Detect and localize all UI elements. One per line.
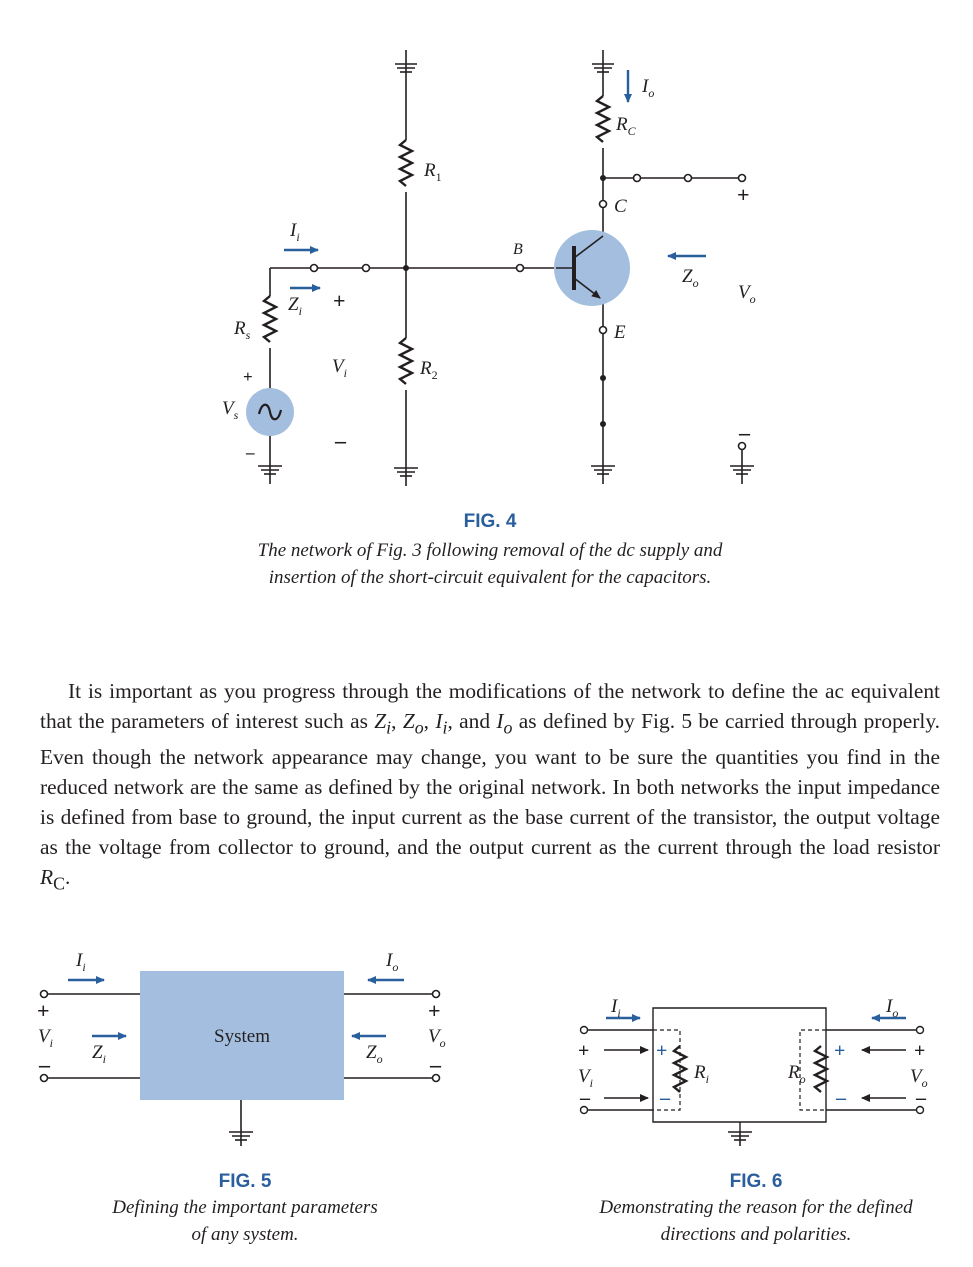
fig4-vi-plus: + xyxy=(333,288,346,313)
fig4-vs-minus: – xyxy=(245,443,255,462)
fig4-e-label: E xyxy=(613,322,626,343)
fig6-ii-label: Ii xyxy=(610,996,621,1020)
fig4-circuit: Io RC R1 R2 C B E Ii Zi Zo Vo Vi Rs Vs +… xyxy=(222,50,756,486)
fig6-vo-minus: – xyxy=(915,1087,927,1109)
fig5-zo-label: Zo xyxy=(366,1042,383,1066)
fig4-rs-label: Rs xyxy=(233,318,251,342)
fig5-vo-plus: + xyxy=(428,998,441,1023)
fig4-vi-minus: – xyxy=(334,428,347,453)
vcc-ground-top-left-icon xyxy=(395,50,417,76)
ri-resistor-icon xyxy=(671,1045,689,1093)
fig5-vi-plus: + xyxy=(37,998,50,1023)
fig4-vo-label: Vo xyxy=(738,282,756,306)
fig6-vi-plus: + xyxy=(578,1040,589,1062)
fig4-io-label: Io xyxy=(641,76,654,100)
fig5-label: FIG. 5 xyxy=(218,1171,272,1192)
ro-resistor-icon xyxy=(812,1045,830,1093)
fig4-caption-block: FIG. 4 The network of Fig. 3 following r… xyxy=(240,510,740,591)
fig4-vi-label: Vi xyxy=(332,356,347,380)
fig6-caption-line2: directions and polarities. xyxy=(660,1224,852,1245)
fig4-zo-label: Zo xyxy=(682,266,699,290)
npn-transistor-icon xyxy=(554,230,630,306)
fig6-vo-label: Vo xyxy=(910,1066,928,1090)
fig5-caption-block: FIG. 5 Defining the important parameters… xyxy=(60,1170,430,1248)
fig5-vo-label: Vo xyxy=(428,1026,446,1050)
fig6-caption-line1: Demonstrating the reason for the defined xyxy=(599,1197,913,1218)
fig5-io-label: Io xyxy=(385,950,398,974)
fig6-ro-label: Ro xyxy=(787,1062,806,1086)
fig4-c-label: C xyxy=(614,196,627,217)
fig6-ro-plus: + xyxy=(834,1040,845,1062)
ground-vs-icon xyxy=(258,462,282,484)
ac-source-icon xyxy=(246,388,294,436)
fig4-r1-label: R1 xyxy=(423,160,442,184)
fig6-ri-minus: – xyxy=(659,1087,671,1109)
fig4-r2-label: R2 xyxy=(419,358,438,382)
body-paragraph: It is important as you progress through … xyxy=(40,679,940,894)
vcc-ground-top-right-icon xyxy=(592,50,614,76)
fig4-label: FIG. 4 xyxy=(463,511,517,532)
system-label: System xyxy=(214,1026,270,1047)
ground-emitter-icon xyxy=(591,462,615,484)
fig4-vo-plus: + xyxy=(737,182,750,207)
fig5-ii-label: Ii xyxy=(75,950,86,974)
rs-resistor-icon xyxy=(261,295,279,343)
fig4-caption: The network of Fig. 3 following removal … xyxy=(257,540,723,588)
fig6-vi-minus: – xyxy=(579,1087,591,1109)
fig5-zi-label: Zi xyxy=(92,1042,106,1066)
fig6-ri-plus: + xyxy=(656,1040,667,1062)
fig4-vs-plus: + xyxy=(243,367,253,386)
fig6-ro-minus: – xyxy=(835,1087,847,1109)
fig5-vo-minus: – xyxy=(429,1052,442,1077)
fig4-b-label: B xyxy=(513,241,523,258)
fig6-io-label: Io xyxy=(885,996,898,1020)
fig6-label: FIG. 6 xyxy=(729,1171,783,1192)
fig5-caption-line1: Defining the important parameters xyxy=(112,1197,378,1218)
rc-resistor-icon xyxy=(594,95,612,143)
fig5-caption-line2: of any system. xyxy=(191,1224,299,1245)
fig6-ground-icon xyxy=(728,1131,752,1146)
fig6-caption-block: FIG. 6 Demonstrating the reason for the … xyxy=(566,1170,946,1248)
fig4-vs-label: Vs xyxy=(222,398,239,422)
fig4-vo-minus: – xyxy=(738,420,751,445)
system-box xyxy=(140,971,344,1100)
ground-r2-icon xyxy=(394,464,418,486)
ground-output-icon xyxy=(730,462,754,484)
fig5-vi-label: Vi xyxy=(38,1026,53,1050)
fig4-rc-label: RC xyxy=(615,114,637,138)
fig6-vi-label: Vi xyxy=(578,1066,593,1090)
fig6-vo-plus: + xyxy=(914,1040,925,1062)
r1-resistor-icon xyxy=(397,139,415,187)
fig4-zi-label: Zi xyxy=(288,294,302,318)
fig5-vi-minus: – xyxy=(38,1052,51,1077)
r2-resistor-icon xyxy=(397,337,415,385)
fig4-ii-label: Ii xyxy=(289,220,300,244)
fig6-ri-label: Ri xyxy=(693,1062,709,1086)
fig5-ground-icon xyxy=(229,1131,253,1146)
